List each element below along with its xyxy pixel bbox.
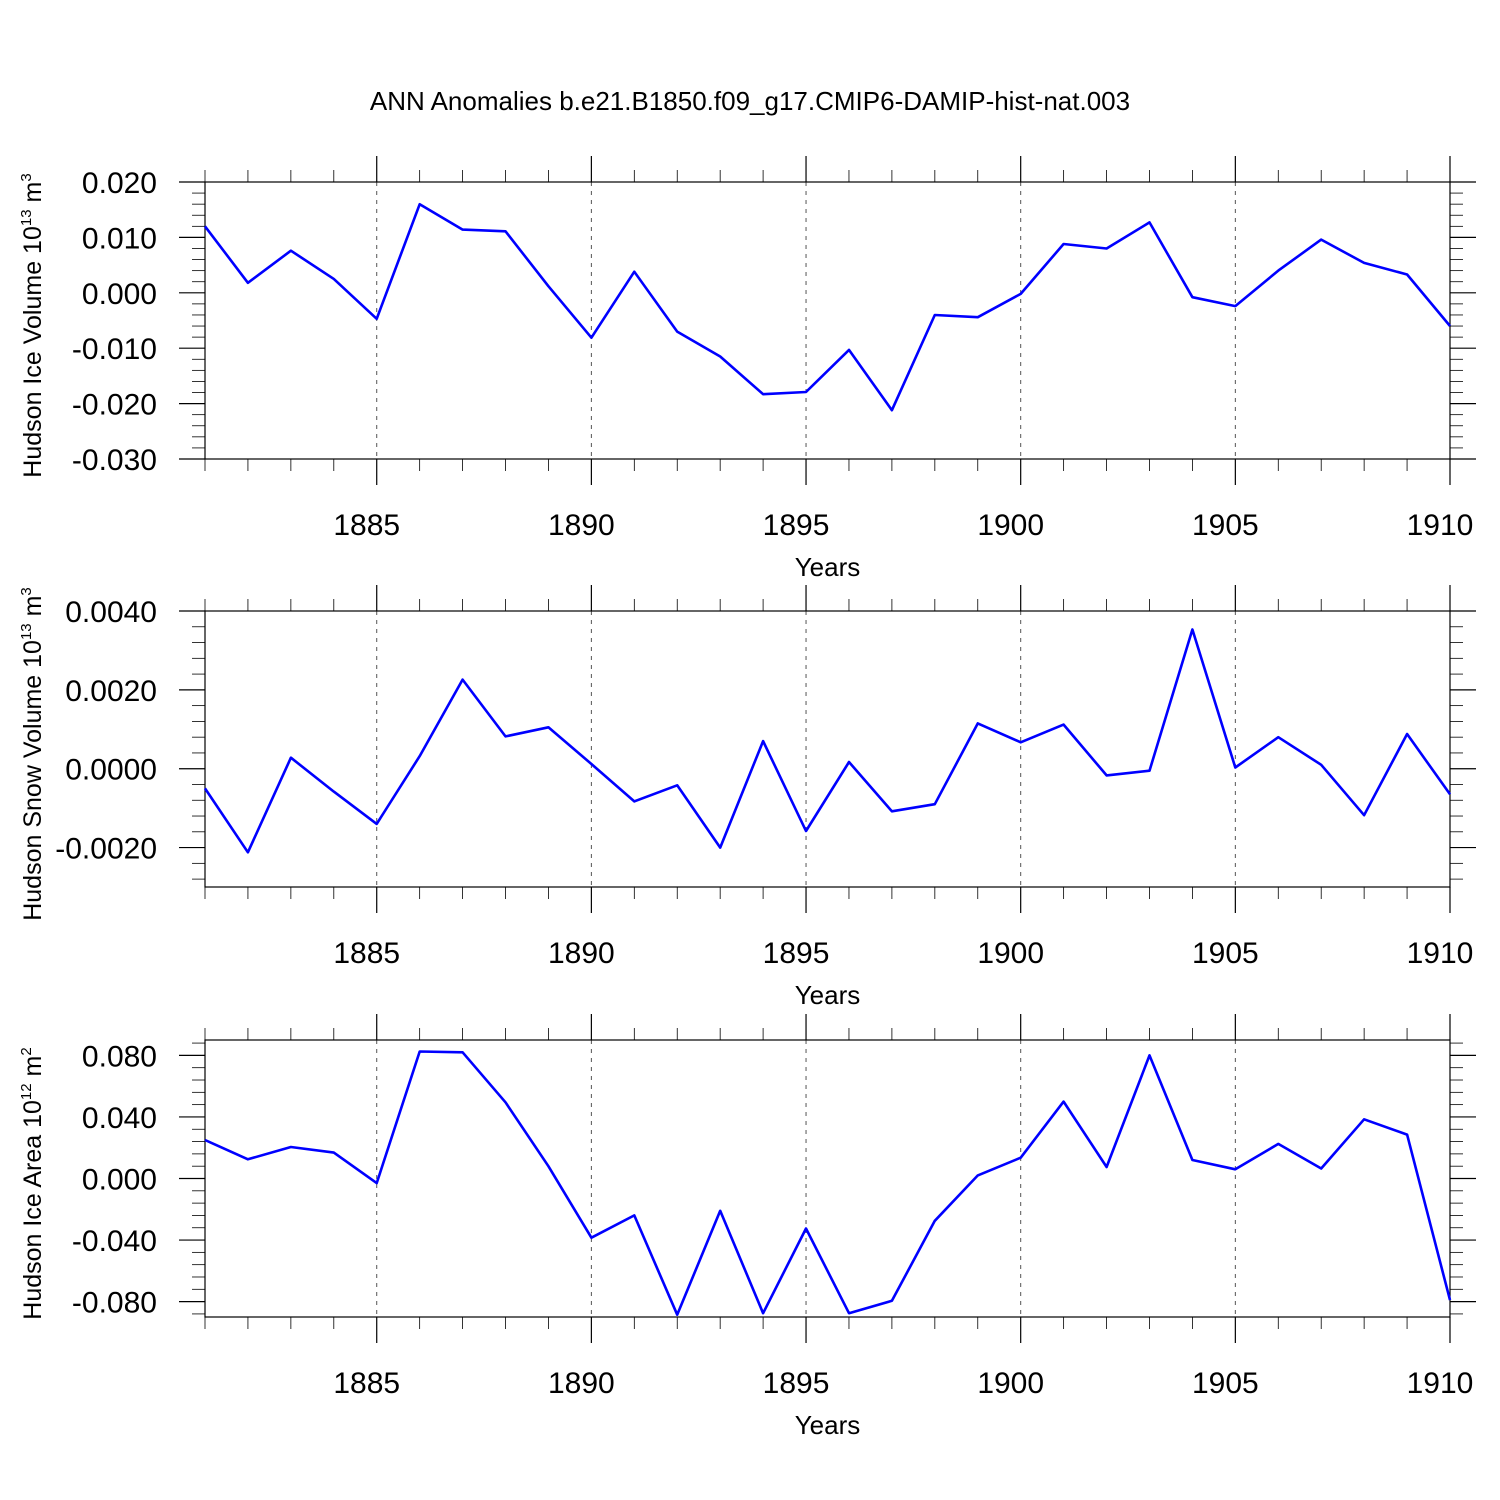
y-tick-label: 0.080 bbox=[82, 1040, 157, 1073]
y-tick-label: 0.020 bbox=[82, 167, 157, 200]
series-line-snow-volume bbox=[203, 628, 1452, 854]
x-tick-label: 1905 bbox=[1192, 509, 1259, 542]
y-tick-label: 0.000 bbox=[82, 278, 157, 311]
y-tick-label: -0.020 bbox=[72, 389, 157, 422]
y-tick-label: 0.0040 bbox=[65, 596, 157, 629]
x-axis-label: Years bbox=[795, 552, 861, 582]
x-tick-label: 1900 bbox=[977, 509, 1044, 542]
x-axis-label: Years bbox=[795, 980, 861, 1010]
y-tick-label: -0.0020 bbox=[55, 833, 157, 866]
y-tick-label: 0.040 bbox=[82, 1102, 157, 1135]
x-tick-label: 1885 bbox=[333, 509, 400, 542]
x-tick-label: 1910 bbox=[1407, 1367, 1474, 1400]
x-tick-label: 1890 bbox=[548, 937, 615, 970]
x-tick-label: 1885 bbox=[333, 937, 400, 970]
y-tick-label: -0.040 bbox=[72, 1225, 157, 1258]
y-tick-label: 0.0000 bbox=[65, 754, 157, 787]
panel-ice-area: 0.080 0.040 0.000 -0.040 -0.080 1885 1890 1895 1… bbox=[18, 1014, 1476, 1440]
series-line-ice-area bbox=[204, 1050, 1452, 1316]
plot-frame bbox=[204, 1039, 1451, 1318]
y-tick-label: 0.000 bbox=[82, 1164, 157, 1197]
y-axis-label: Hudson Ice Volume 1013 m3 bbox=[18, 173, 47, 477]
y-axis-label: Hudson Snow Volume 1013 m3 bbox=[18, 587, 47, 921]
x-tick-label: 1890 bbox=[548, 1367, 615, 1400]
y-tick-label: 0.0020 bbox=[65, 675, 157, 708]
panel-ice-volume: 0.020 0.010 0.000 -0.010 -0.020 -0.030 1885 189… bbox=[18, 156, 1476, 582]
x-tick-label: 1905 bbox=[1192, 1367, 1259, 1400]
plot-frame bbox=[204, 610, 1451, 888]
y-tick-label: -0.030 bbox=[72, 444, 157, 477]
x-tick-label: 1905 bbox=[1192, 937, 1259, 970]
x-tick-label: 1890 bbox=[548, 509, 615, 542]
y-tick-label: -0.010 bbox=[72, 333, 157, 366]
x-tick-label: 1900 bbox=[977, 1367, 1044, 1400]
x-axis-label: Years bbox=[795, 1410, 861, 1440]
plot-frame bbox=[204, 181, 1451, 460]
x-tick-label: 1910 bbox=[1407, 509, 1474, 542]
panel-snow-volume: 0.0040 0.0020 0.0000 -0.0020 1885 1890 1895 190… bbox=[18, 585, 1476, 1010]
x-tick-label: 1895 bbox=[763, 1367, 830, 1400]
x-tick-label: 1885 bbox=[333, 1367, 400, 1400]
y-tick-label: 0.010 bbox=[82, 222, 157, 255]
figure-title: ANN Anomalies b.e21.B1850.f09_g17.CMIP6-… bbox=[370, 86, 1130, 116]
x-tick-label: 1895 bbox=[763, 937, 830, 970]
x-tick-label: 1910 bbox=[1407, 937, 1474, 970]
x-tick-label: 1895 bbox=[763, 509, 830, 542]
series-line-ice-volume bbox=[203, 202, 1451, 412]
x-tick-label: 1900 bbox=[977, 937, 1044, 970]
y-tick-label: -0.080 bbox=[72, 1287, 157, 1320]
y-axis-label: Hudson Ice Area 1012 m2 bbox=[18, 1047, 47, 1319]
